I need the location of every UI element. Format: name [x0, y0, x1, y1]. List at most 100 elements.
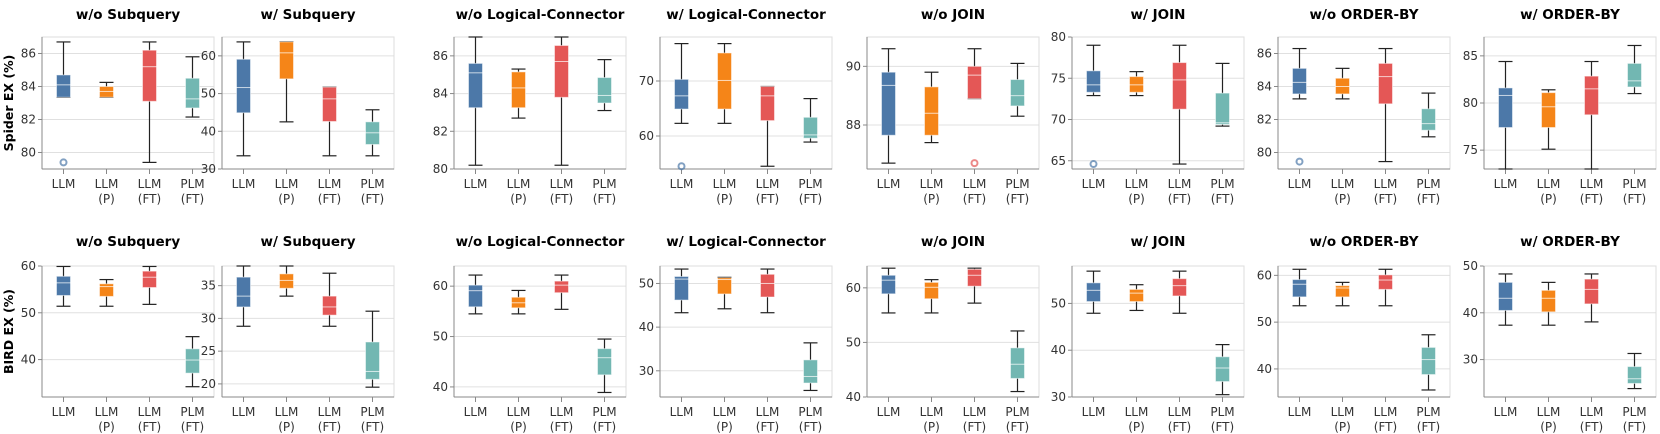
y-tick-label: 82	[1257, 113, 1272, 127]
box	[365, 341, 380, 380]
box	[1172, 278, 1187, 297]
x-tick-label: (FT)	[1168, 420, 1191, 434]
x-tick-label: (FT)	[963, 192, 986, 206]
box	[322, 86, 337, 122]
y-tick-label: 40	[1257, 362, 1272, 376]
box	[1086, 282, 1101, 303]
x-tick-label: (P)	[510, 192, 527, 206]
y-tick-label: 60	[433, 279, 448, 293]
x-tick-label: LLM	[1082, 405, 1106, 419]
x-tick-label: (P)	[1334, 192, 1351, 206]
box	[1215, 356, 1230, 383]
y-tick-label: 50	[846, 335, 861, 349]
x-tick-label: LLM	[232, 405, 256, 419]
x-tick-label: LLM	[1537, 177, 1561, 191]
panel-title: w/o Logical-Connector	[456, 234, 625, 250]
y-axis-label: BIRD EX (%)	[1, 289, 16, 374]
box	[717, 52, 732, 110]
x-tick-label: PLM	[180, 177, 204, 191]
y-tick-label: 40	[21, 353, 36, 367]
box	[1627, 62, 1642, 88]
x-tick-label: LLM	[713, 405, 737, 419]
box	[1378, 274, 1393, 290]
x-tick-label: LLM	[95, 405, 119, 419]
box	[142, 49, 157, 102]
box	[881, 274, 896, 295]
x-tick-label: PLM	[1005, 405, 1029, 419]
y-tick-label: 60	[21, 259, 36, 273]
box	[760, 273, 775, 298]
x-tick-label: (FT)	[1006, 420, 1029, 434]
y-tick-label: 60	[1257, 268, 1272, 282]
y-tick-label: 80	[21, 146, 36, 160]
x-tick-label: PLM	[360, 177, 384, 191]
box	[279, 273, 294, 289]
x-tick-label: (FT)	[181, 192, 204, 206]
x-tick-label: LLM	[1580, 405, 1604, 419]
x-tick-label: LLM	[1494, 405, 1518, 419]
y-tick-label: 30	[639, 364, 654, 378]
x-tick-label: (P)	[1540, 420, 1557, 434]
y-tick-label: 50	[433, 330, 448, 344]
x-tick-label: (FT)	[318, 192, 341, 206]
x-tick-label: LLM	[232, 177, 256, 191]
panel-title: w/ Subquery	[261, 234, 356, 250]
box	[511, 71, 526, 109]
outlier-point	[1295, 157, 1304, 166]
box	[185, 77, 200, 109]
x-tick-label: (FT)	[1006, 192, 1029, 206]
y-tick-label: 86	[1257, 47, 1272, 61]
box	[185, 348, 200, 374]
x-tick-label: (FT)	[963, 420, 986, 434]
x-tick-label: (FT)	[593, 420, 616, 434]
box	[322, 295, 337, 316]
x-tick-label: (FT)	[138, 420, 161, 434]
x-tick-label: PLM	[1210, 405, 1234, 419]
box	[760, 86, 775, 122]
x-tick-label: PLM	[1416, 405, 1440, 419]
x-tick-label: (P)	[510, 420, 527, 434]
box	[1010, 347, 1025, 379]
x-tick-label: LLM	[138, 177, 162, 191]
x-tick-label: LLM	[138, 405, 162, 419]
x-tick-label: LLM	[1331, 177, 1355, 191]
x-tick-label: (FT)	[1417, 192, 1440, 206]
x-tick-label: (FT)	[1623, 192, 1646, 206]
x-tick-label: LLM	[275, 405, 299, 419]
y-tick-label: 40	[201, 124, 216, 138]
x-tick-label: LLM	[1537, 405, 1561, 419]
y-tick-label: 40	[1051, 343, 1066, 357]
box	[803, 359, 818, 384]
y-tick-label: 84	[21, 80, 36, 94]
box	[1498, 87, 1513, 129]
box	[1172, 62, 1187, 110]
x-tick-label: (FT)	[799, 420, 822, 434]
y-tick-label: 82	[21, 113, 36, 127]
x-tick-label: LLM	[920, 177, 944, 191]
x-tick-label: LLM	[1580, 177, 1604, 191]
y-tick-label: 50	[1051, 296, 1066, 310]
y-tick-label: 40	[639, 320, 654, 334]
y-tick-label: 80	[433, 162, 448, 176]
x-tick-label: LLM	[756, 177, 780, 191]
panel-title: w/o ORDER-BY	[1309, 7, 1418, 23]
box	[468, 62, 483, 109]
x-tick-label: LLM	[507, 405, 531, 419]
box	[236, 276, 251, 308]
box	[924, 281, 939, 300]
panel-title: w/ Logical-Connector	[666, 234, 826, 250]
y-tick-label: 75	[1051, 71, 1066, 85]
panel-title: w/o JOIN	[921, 7, 985, 23]
x-tick-label: PLM	[180, 405, 204, 419]
x-tick-label: LLM	[1288, 177, 1312, 191]
box	[1421, 346, 1436, 376]
x-tick-label: LLM	[1374, 177, 1398, 191]
x-tick-label: LLM	[550, 405, 574, 419]
x-tick-label: (FT)	[756, 420, 779, 434]
x-tick-label: LLM	[464, 177, 488, 191]
